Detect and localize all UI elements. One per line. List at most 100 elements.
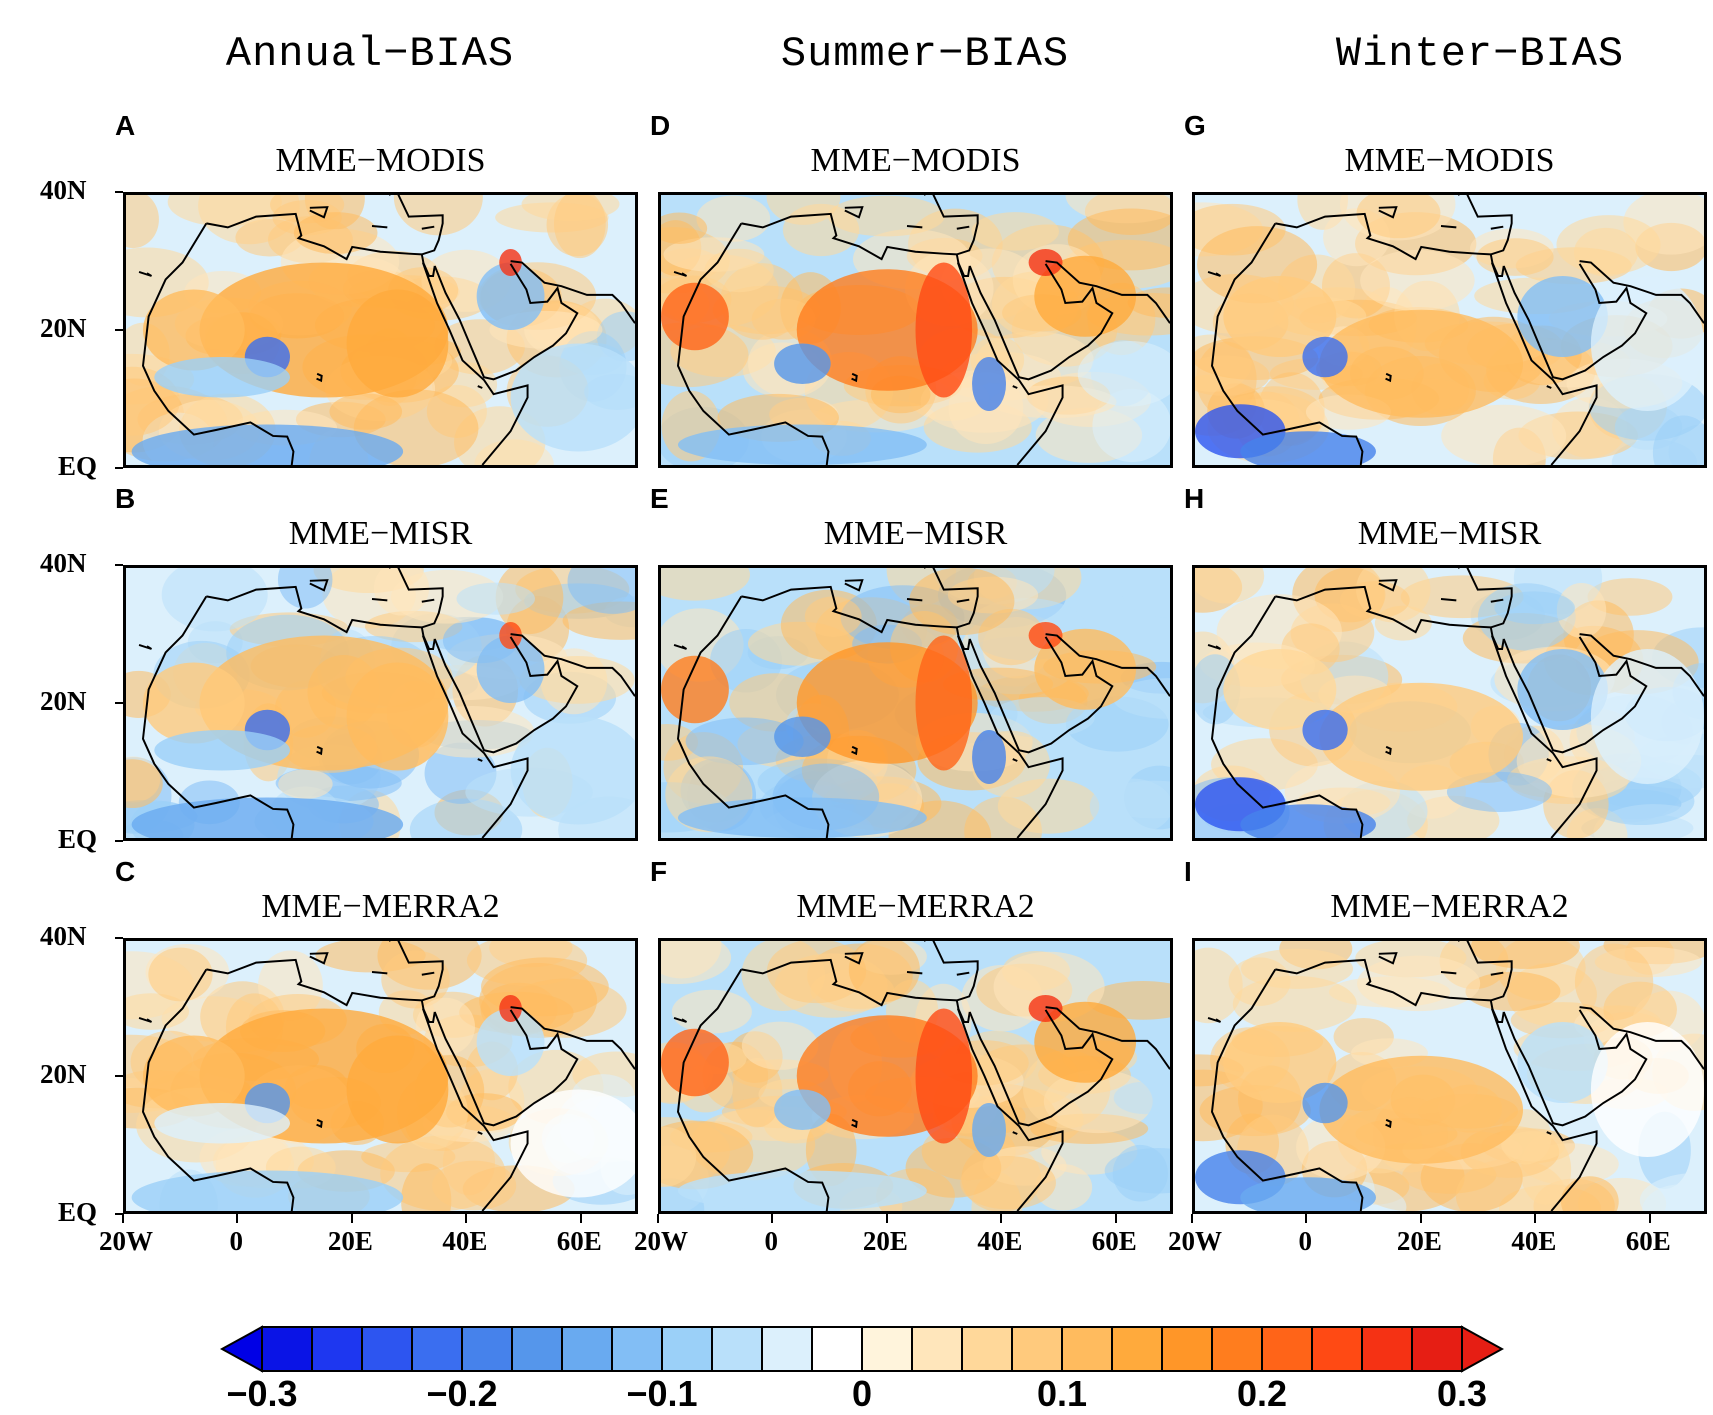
coastline [906,225,923,229]
coastline [1490,262,1598,465]
bias-patch [1195,947,1243,1024]
coastline [1378,579,1398,592]
bias-feature [154,1103,291,1144]
panel-title: MME−MODIS [810,142,1021,179]
coastline [206,941,444,1007]
coastline [421,971,435,976]
bias-patch [1357,955,1481,1012]
bias-feature [1028,622,1063,649]
bias-feature [1590,1022,1704,1157]
coastline [141,968,295,1211]
colorbar-label: 0.1 [1036,1373,1088,1414]
coastline [433,263,579,381]
bias-feature [677,424,927,465]
bias-field [1195,941,1704,1211]
colorbar-cell [1261,1326,1313,1372]
coastline [1210,595,1364,838]
colorbar-cell [1311,1326,1363,1372]
coastline [968,263,1114,381]
bias-patch [1089,778,1170,835]
coastline [1546,385,1552,389]
lon-tick [1305,1214,1308,1223]
bias-patch [1642,1184,1704,1211]
bias-feature [499,995,522,1022]
bias-feature [510,343,635,452]
coastline [477,758,483,762]
coastline [433,1009,579,1127]
coastline [1207,271,1222,277]
bias-patch [704,248,774,293]
colorbar-cell [1211,1326,1263,1372]
lat-label-EQ: EQ [58,824,98,854]
colorbar-cell [461,1326,513,1372]
bias-feature [476,1008,545,1076]
bias-feature [677,1170,927,1211]
bias-patch [148,947,213,1002]
bias-feature [1028,995,1063,1022]
bias-feature [1223,276,1337,357]
lat-label-20N: 20N [40,686,87,716]
colorbar-cell [761,1326,813,1372]
bias-patch [661,212,708,244]
map-panel-A [123,192,638,468]
coastline [956,971,970,976]
bias-feature [774,716,831,757]
colorbar-cell [1361,1326,1413,1372]
bias-patch [126,195,159,249]
map-panel-I [1192,938,1707,1214]
coastline [316,372,323,383]
coastline [955,254,971,277]
bias-patch [685,717,804,766]
lon-label-20W: 20W [634,1226,688,1256]
coastline [433,636,579,754]
bias-patch [971,212,1060,251]
lon-tick [1534,1214,1537,1223]
bias-feature [661,1028,729,1097]
coastline [956,635,1064,838]
coastline [510,260,635,324]
bias-patch [1476,238,1554,276]
lon-tick [1648,1214,1651,1223]
panel-letter-H: H [1184,483,1205,514]
bias-feature [1240,1177,1376,1211]
coastline [421,635,529,838]
bias-patch [161,568,268,632]
lon-label-60E: 60E [1091,1226,1137,1256]
lon-label-20W: 20W [99,1226,153,1256]
coastline [421,262,529,465]
bias-feature [1028,249,1063,276]
bias-field [661,941,1170,1211]
coastline [309,952,329,965]
bias-patch [661,1126,697,1188]
bias-patch [1494,591,1575,625]
lat-label-40N: 40N [40,175,87,205]
colorbar-cell [261,1326,313,1372]
coastline [1490,598,1504,603]
colorbar-label: −0.2 [426,1373,498,1414]
lat-tick [115,467,123,469]
bias-patch [741,1021,819,1070]
map-panel-F [658,938,1173,1214]
coastline [421,1008,529,1211]
colorbar-label: 0.2 [1236,1373,1288,1414]
colorbar-cell [861,1326,913,1372]
bias-patch [1501,1131,1565,1162]
map-panel-B [123,565,638,841]
coastline [906,971,923,975]
bias-feature [1319,1055,1524,1164]
column-title-1: Summer−BIAS [780,30,1070,78]
bias-feature [476,262,545,330]
colorbar-label: 0.3 [1436,1373,1488,1414]
lon-tick [1114,1214,1117,1223]
bias-feature [677,797,927,838]
bias-feature [142,662,245,744]
lon-tick [465,1214,468,1223]
bias-patch [766,195,841,225]
bias-patch [1573,227,1639,277]
map-panel-C [123,938,638,1214]
lat-label-40N: 40N [40,921,87,951]
coastline [1579,1006,1704,1070]
lon-tick [1419,1214,1422,1223]
coastline [138,1017,153,1023]
panel-title: MME−MODIS [275,142,486,179]
